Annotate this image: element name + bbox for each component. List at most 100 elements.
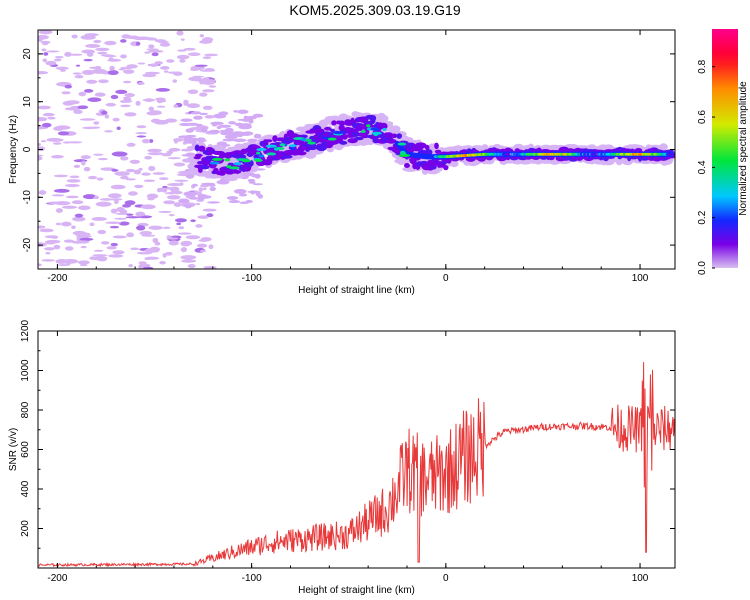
noise-blob (106, 246, 117, 250)
noise-blob (180, 255, 197, 260)
noise-blob (125, 168, 136, 173)
noise-blob (93, 249, 104, 252)
noise-blob (247, 138, 258, 143)
noise-blob (149, 63, 159, 67)
noise-blob (247, 190, 261, 194)
noise-blob (47, 116, 56, 120)
noise-blob (89, 222, 95, 227)
noise-blob (199, 112, 209, 116)
colorbar-label: Normalized spectral amplitude (738, 81, 749, 216)
noise-blob (191, 111, 201, 115)
colorbar-tick-label: 0.0 (697, 261, 708, 275)
spectrogram-blobs (38, 30, 675, 269)
noise-blob (204, 67, 215, 72)
noise-blob (166, 59, 175, 63)
ridge-spot (370, 127, 380, 131)
noise-blob (148, 165, 156, 172)
noise-blob (178, 198, 190, 204)
noise-blob (38, 71, 49, 75)
ridge-body (338, 120, 345, 126)
noise-blob (39, 228, 54, 233)
ridge-body (383, 132, 393, 137)
noise-blob (81, 69, 95, 75)
noise-blob (156, 187, 163, 193)
ridge-spot (398, 153, 411, 157)
noise-blob (159, 42, 171, 47)
noise-blob (129, 159, 140, 164)
noise-blob (208, 129, 221, 134)
ridge-spot (226, 165, 232, 169)
noise-blob (75, 232, 84, 238)
noise-blob (245, 200, 253, 203)
snr-line (38, 362, 675, 568)
noise-blob (118, 68, 126, 71)
noise-blob (116, 126, 121, 130)
noise-blob (247, 178, 256, 183)
ridge-spot (327, 137, 337, 141)
noise-blob (147, 152, 164, 156)
noise-blob (172, 79, 178, 83)
noise-blob (38, 156, 43, 161)
noise-blob (54, 55, 64, 59)
noise-blob (113, 199, 119, 205)
noise-blob (241, 123, 252, 127)
noise-blob (112, 235, 127, 239)
noise-blob (91, 68, 107, 74)
noise-blob (100, 54, 114, 57)
noise-blob (222, 138, 236, 142)
noise-blob (162, 185, 168, 188)
noise-blob (110, 184, 126, 190)
noise-blob (148, 225, 163, 230)
noise-blob (51, 156, 63, 159)
noise-blob (174, 218, 187, 223)
ridge-halo (449, 160, 459, 168)
noise-blob (38, 117, 48, 122)
noise-blob (162, 226, 171, 230)
noise-blob (158, 177, 169, 180)
noise-blob (64, 107, 80, 111)
noise-blob (195, 224, 203, 228)
ridge-body (301, 134, 308, 139)
ridge-body (351, 131, 361, 137)
noise-blob (142, 73, 157, 78)
noise-blob (109, 225, 120, 229)
noise-blob (114, 171, 130, 176)
noise-blob (104, 130, 113, 133)
y-tick-label: 400 (20, 480, 31, 497)
noise-blob (91, 126, 101, 129)
noise-blob (97, 157, 108, 161)
noise-blob (180, 38, 185, 41)
noise-blob (126, 213, 134, 216)
y-axis-label: Frequency (Hz) (8, 115, 19, 184)
noise-blob (185, 235, 201, 240)
ridge-body (238, 154, 247, 160)
noise-blob (198, 187, 203, 192)
noise-blob (114, 217, 127, 220)
noise-blob (120, 175, 129, 180)
noise-blob (138, 167, 143, 171)
noise-blob (148, 106, 155, 112)
noise-blob (143, 266, 154, 269)
noise-blob (155, 97, 166, 101)
x-tick-label: 0 (443, 573, 449, 584)
noise-blob (42, 58, 47, 63)
noise-blob (128, 191, 138, 196)
noise-blob (87, 97, 102, 102)
noise-blob (154, 119, 169, 125)
noise-blob (202, 187, 207, 191)
noise-blob (144, 156, 152, 160)
noise-blob (159, 261, 166, 265)
noise-blob (73, 109, 83, 115)
noise-blob (108, 193, 122, 199)
noise-blob (66, 179, 81, 183)
noise-blob (126, 232, 135, 238)
noise-blob (187, 89, 199, 94)
noise-blob (83, 58, 93, 62)
noise-blob (135, 36, 151, 41)
noise-blob (71, 225, 76, 230)
ridge-spot (279, 143, 286, 147)
y-tick-label: -20 (22, 237, 33, 252)
noise-blob (49, 138, 64, 142)
noise-blob (104, 114, 110, 119)
